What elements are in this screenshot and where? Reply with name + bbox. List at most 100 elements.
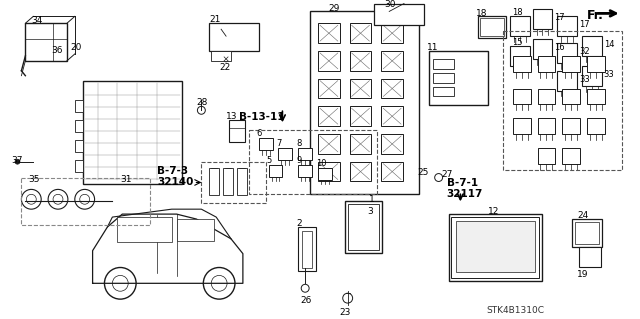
Bar (451, 217, 540, 278)
Bar (237, 168, 247, 195)
Bar (538, 148, 556, 164)
Text: 2: 2 (296, 219, 302, 228)
Bar (349, 134, 371, 154)
Bar (433, 86, 454, 96)
Bar (480, 19, 504, 36)
Bar (310, 11, 419, 194)
Bar (562, 56, 580, 72)
Bar (587, 118, 605, 134)
Bar (75, 140, 83, 152)
Bar (557, 16, 577, 36)
Text: 12: 12 (488, 207, 499, 216)
Text: B-7-1: B-7-1 (447, 178, 477, 188)
Bar (298, 148, 312, 160)
Bar (259, 138, 273, 150)
Text: 23: 23 (340, 308, 351, 317)
Text: 15: 15 (512, 38, 522, 47)
Text: 27: 27 (442, 170, 453, 179)
Text: 34: 34 (31, 16, 43, 26)
Text: 9: 9 (296, 156, 301, 165)
Bar (429, 51, 488, 105)
Text: 21: 21 (209, 15, 221, 24)
Bar (562, 118, 580, 134)
Text: 26: 26 (300, 296, 312, 305)
Text: Fr.: Fr. (587, 10, 604, 22)
Text: 18: 18 (476, 10, 488, 19)
Bar (381, 23, 403, 43)
Bar (510, 16, 530, 36)
Text: STK4B1310C: STK4B1310C (486, 306, 544, 315)
Text: 24: 24 (577, 211, 588, 220)
Bar (538, 56, 556, 72)
Text: 18: 18 (512, 9, 522, 18)
Text: 6: 6 (257, 129, 262, 138)
Bar (503, 31, 621, 170)
Bar (381, 79, 403, 99)
Bar (557, 43, 577, 63)
Bar (587, 56, 605, 72)
Bar (381, 51, 403, 71)
Text: 20: 20 (71, 43, 82, 52)
Text: 37: 37 (12, 156, 23, 165)
Bar (177, 219, 214, 241)
Circle shape (15, 159, 20, 164)
Text: 3: 3 (367, 207, 373, 216)
Text: 17: 17 (579, 20, 589, 29)
Text: 8: 8 (296, 139, 301, 148)
Bar (572, 219, 602, 247)
Bar (318, 23, 340, 43)
Bar (562, 89, 580, 104)
Text: 28: 28 (196, 99, 208, 108)
Bar (318, 134, 340, 154)
Text: 13: 13 (226, 112, 237, 121)
Text: B-7-3: B-7-3 (157, 166, 188, 176)
Bar (582, 36, 602, 56)
Text: 17: 17 (554, 13, 565, 22)
Bar (433, 59, 454, 69)
Bar (249, 130, 378, 194)
Bar (318, 162, 340, 182)
Bar (209, 168, 219, 195)
Bar (557, 71, 577, 91)
Bar (562, 148, 580, 164)
Bar (318, 106, 340, 126)
Text: 5: 5 (267, 156, 272, 165)
Bar (26, 23, 67, 61)
Bar (381, 134, 403, 154)
Bar (318, 79, 340, 99)
Bar (298, 227, 316, 271)
Bar (318, 51, 340, 71)
Bar (349, 162, 371, 182)
Bar (513, 56, 531, 72)
Bar (349, 23, 371, 43)
Bar (202, 162, 266, 203)
Text: 36: 36 (51, 46, 63, 55)
Bar (587, 89, 605, 104)
Bar (575, 222, 599, 244)
Bar (381, 106, 403, 126)
Text: 30: 30 (384, 0, 396, 9)
Text: 11: 11 (427, 43, 438, 52)
Bar (21, 178, 150, 225)
Bar (318, 168, 332, 180)
Bar (278, 148, 292, 160)
Text: 31: 31 (120, 174, 132, 183)
Text: 22: 22 (219, 63, 230, 72)
Bar (538, 118, 556, 134)
Bar (209, 23, 259, 51)
Text: 7: 7 (276, 139, 282, 148)
Bar (381, 162, 403, 182)
Text: 16: 16 (554, 43, 565, 52)
Bar (349, 51, 371, 71)
Bar (532, 10, 552, 29)
Text: 33: 33 (579, 75, 590, 84)
Text: 29: 29 (328, 4, 339, 12)
Bar (478, 16, 506, 38)
Text: 32: 32 (579, 47, 589, 56)
Bar (579, 247, 601, 266)
Bar (456, 221, 534, 272)
Bar (348, 204, 380, 250)
Text: 14: 14 (604, 40, 614, 49)
Bar (582, 66, 602, 85)
Text: 32117: 32117 (447, 189, 483, 199)
